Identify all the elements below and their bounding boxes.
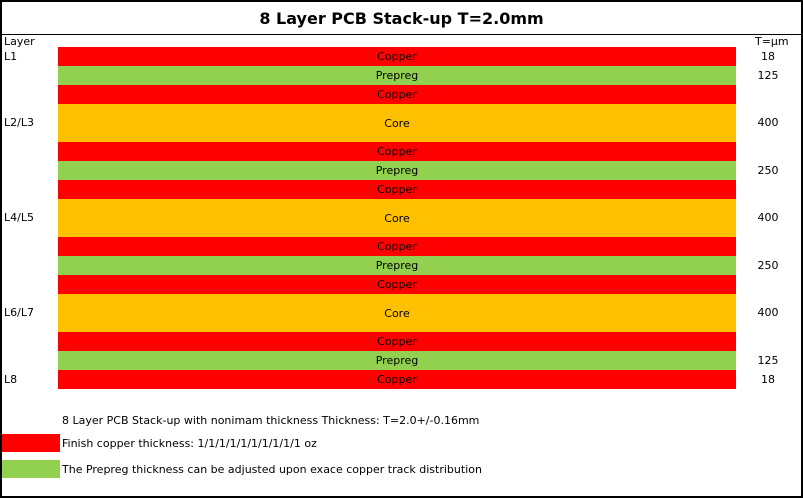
layer-copper: Copper [58,370,736,389]
layer-core: Core [58,104,736,142]
thickness-column-header: T=μm [755,35,789,48]
layer-side-label: L1 [4,49,18,63]
layer-copper: Copper [58,142,736,161]
layer-column-header: Layer [4,35,35,48]
layer-thickness-value: 18 [761,372,775,386]
layer-copper: Copper [58,85,736,104]
layer-prepreg: Prepreg [58,66,736,85]
layer-thickness-value: 125 [757,353,779,367]
layer-core: Core [58,199,736,237]
layer-thickness-value: 400 [757,211,779,224]
prepreg-legend-swatch [2,460,60,478]
layer-thickness-value: 250 [757,163,779,177]
layer-prepreg: Prepreg [58,351,736,370]
layer-prepreg: Prepreg [58,256,736,275]
stackup-summary-note: 8 Layer PCB Stack-up with nonimam thickn… [62,414,480,427]
layer-thickness-value: 18 [761,49,775,63]
layer-copper: Copper [58,332,736,351]
layer-copper: Copper [58,47,736,66]
copper-legend-text: Finish copper thickness: 1/1/1/1/1/1/1/1… [62,437,317,450]
diagram-title: 8 Layer PCB Stack-up T=2.0mm [2,2,801,35]
layer-thickness-value: 125 [757,68,779,82]
layer-copper: Copper [58,237,736,256]
layer-thickness-value: 250 [757,258,779,272]
layer-side-label: L8 [4,372,18,386]
prepreg-legend-text: The Prepreg thickness can be adjusted up… [62,463,482,476]
layer-side-label: L2/L3 [4,116,34,129]
layer-copper: Copper [58,180,736,199]
layer-copper: Copper [58,275,736,294]
layer-stack: Copper Prepreg Copper Core Copper Prepreg Copp… [58,47,736,389]
layer-thickness-value: 400 [757,116,779,129]
layer-core: Core [58,294,736,332]
layer-side-label: L6/L7 [4,306,34,319]
copper-legend-swatch [2,434,60,452]
layer-prepreg: Prepreg [58,161,736,180]
layer-thickness-value: 400 [757,306,779,319]
layer-side-label: L4/L5 [4,211,34,224]
